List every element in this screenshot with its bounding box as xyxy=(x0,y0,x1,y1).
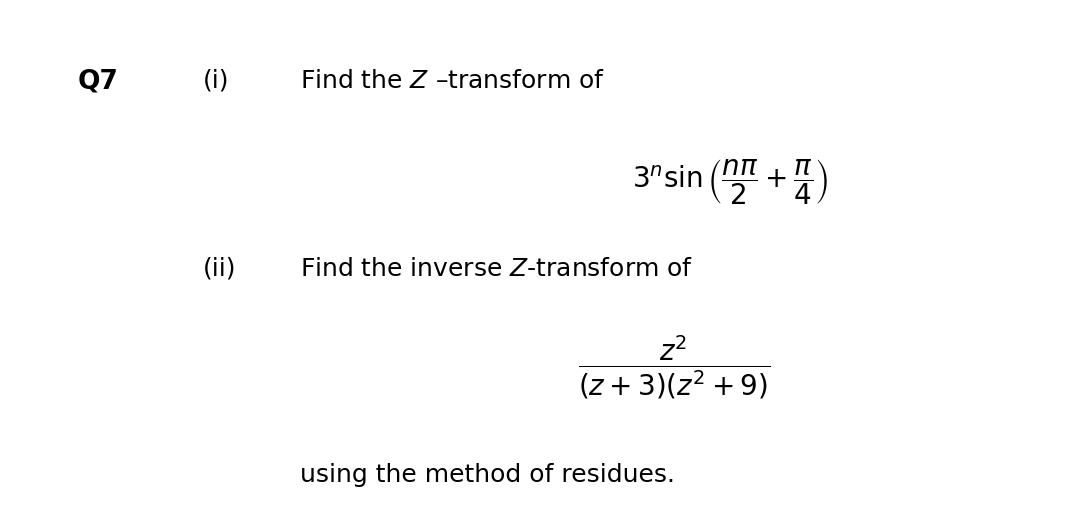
Text: Find the inverse $Z$-transform of: Find the inverse $Z$-transform of xyxy=(300,257,693,280)
Text: $\dfrac{z^2}{(z+3)(z^2+9)}$: $\dfrac{z^2}{(z+3)(z^2+9)}$ xyxy=(578,334,770,402)
Text: using the method of residues.: using the method of residues. xyxy=(300,463,675,487)
Text: $3^n \sin\left(\dfrac{n\pi}{2}+\dfrac{\pi}{4}\right)$: $3^n \sin\left(\dfrac{n\pi}{2}+\dfrac{\p… xyxy=(632,158,828,207)
Text: Find the $Z$ –transform of: Find the $Z$ –transform of xyxy=(300,69,605,93)
Text: (i): (i) xyxy=(203,69,230,93)
Text: Q7: Q7 xyxy=(78,69,119,95)
Text: (ii): (ii) xyxy=(203,257,237,280)
